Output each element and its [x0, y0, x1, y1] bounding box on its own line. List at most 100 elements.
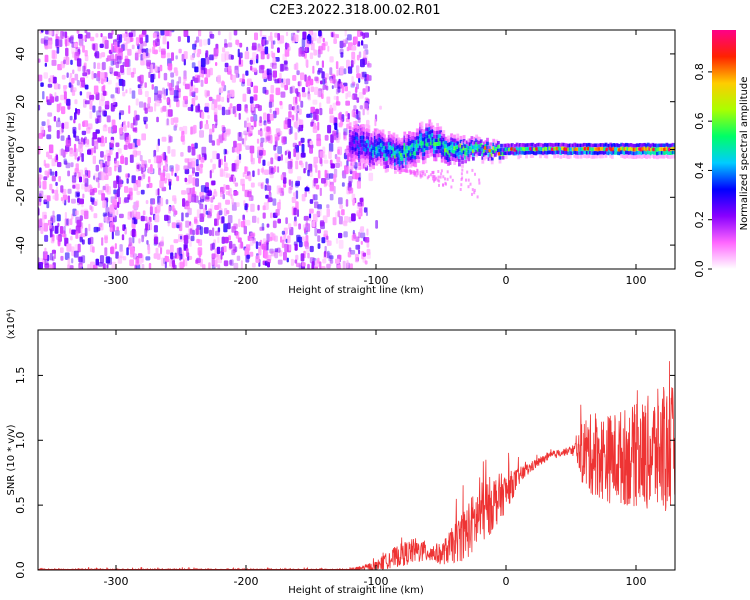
spectrogram-noise-cell	[230, 194, 233, 199]
spectrogram-ridge-cell	[381, 140, 385, 145]
spectrogram-noise-cell	[191, 146, 196, 156]
spectrogram-ridge-cell	[584, 150, 588, 155]
spectrogram-noise-cell	[216, 153, 220, 160]
spectrogram-ridge-cell	[372, 154, 375, 158]
spectrogram-noise-cell	[122, 199, 127, 204]
spectrogram-ridge-cell	[454, 146, 458, 151]
spectrogram-noise-cell	[252, 215, 257, 223]
spectrogram-ridge-cell	[426, 146, 430, 151]
spectrogram-noise-cell	[283, 251, 287, 261]
snr-y-multiplier: (x10⁴)	[6, 309, 17, 340]
spectrogram-ridge-cell	[351, 142, 355, 147]
spectrogram-noise-cell	[125, 89, 128, 94]
spectrogram-ridge-cell	[600, 143, 603, 147]
spectrogram-noise-cell	[106, 186, 111, 195]
spectrogram-noise-cell	[166, 166, 169, 173]
spectrogram-ridge-cell	[639, 154, 642, 159]
spectrogram-ridge-cell	[609, 154, 613, 158]
spectrogram-ridge-cell	[386, 156, 389, 161]
spectrogram-noise-cell	[176, 219, 181, 225]
spectrogram-ridge-cell	[631, 143, 634, 148]
spectrogram-noise-cell	[305, 80, 311, 87]
spectrogram-ridge-cell	[408, 154, 411, 158]
spectrogram-ridge-cell	[489, 153, 492, 158]
spectrogram-ridge-cell	[425, 146, 428, 150]
spectrogram-noise-cell	[288, 111, 292, 118]
spectrogram-ridge-cell	[390, 165, 394, 170]
spectrogram-noise-cell	[266, 68, 270, 76]
spectrogram-noise-cell	[72, 69, 75, 75]
spectrogram-ridge-cell	[403, 150, 407, 155]
spectrogram-noise-cell	[97, 115, 100, 124]
spectrogram-noise-cell	[141, 48, 147, 54]
spectrogram-noise-cell	[416, 168, 419, 172]
spectrogram-noise-cell	[270, 157, 274, 165]
spectrogram-noise-cell	[321, 237, 326, 244]
spectrogram-ridge-cell	[406, 134, 410, 138]
spectrogram-noise-cell	[245, 70, 249, 76]
spectrogram-ridge-cell	[624, 142, 628, 147]
spectrogram-noise-cell	[236, 103, 242, 111]
spectrogram-ridge-cell	[350, 139, 354, 143]
spectrogram-ridge-cell	[520, 151, 524, 155]
spectrogram-noise-cell	[339, 161, 343, 167]
spectrogram-ridge-cell	[472, 157, 475, 161]
spectrogram-noise-cell	[199, 130, 204, 138]
spectrogram-noise-cell	[319, 157, 323, 164]
spectrogram-noise-cell	[172, 195, 177, 202]
spectrogram-noise-cell	[309, 52, 314, 60]
spectrogram-ridge-cell	[397, 145, 400, 149]
spectrogram-ridge-cell	[495, 147, 499, 151]
spectrogram-noise-cell	[89, 184, 92, 189]
snr-x-tick-label: 100	[626, 575, 647, 588]
spectrogram-noise-cell	[345, 37, 349, 44]
spectrogram-noise-cell	[238, 218, 241, 228]
spectrogram-ridge-cell	[417, 136, 421, 140]
spectrogram-ridge-cell	[358, 158, 361, 163]
spectrogram-noise-cell	[211, 98, 215, 104]
spectrogram-noise-cell	[84, 50, 88, 57]
spectrogram-noise-cell	[227, 215, 233, 224]
spectrogram-noise-cell	[332, 130, 337, 136]
spectrogram-ridge-cell	[592, 147, 595, 151]
spectrogram-noise-cell	[165, 88, 168, 96]
spectrogram-noise-cell	[422, 172, 424, 176]
spectrogram-ridge-cell	[523, 147, 527, 152]
spectrogram-ridge-cell	[550, 143, 553, 147]
spectrogram-ridge-cell	[640, 151, 644, 156]
spectrogram-ridge-cell	[444, 152, 447, 156]
spectrogram-noise-cell	[73, 143, 77, 153]
spectrogram-noise-cell	[242, 183, 245, 192]
spectrogram-noise-cell	[153, 149, 157, 158]
spectrogram-noise-cell	[140, 60, 145, 66]
spectrogram-noise-cell	[442, 183, 445, 187]
spectrogram-noise-cell	[145, 52, 150, 58]
spectrogram-ridge-cell	[497, 148, 500, 153]
spectrogram-ridge-cell	[387, 146, 391, 150]
spectrogram-noise-cell	[121, 33, 125, 38]
spectrogram-noise-cell	[165, 173, 171, 181]
spectrogram-ridge-cell	[518, 150, 522, 155]
spectrogram-noise-cell	[223, 223, 228, 233]
spectrogram-ridge-cell	[464, 152, 467, 156]
spectrogram-noise-cell	[319, 220, 325, 227]
spectrogram-noise-cell	[346, 123, 350, 129]
spectrogram-noise-cell	[178, 76, 182, 84]
spectrogram-noise-cell	[159, 64, 163, 72]
spectrogram-ridge-cell	[593, 154, 597, 159]
spectrogram-ridge-cell	[394, 154, 397, 159]
spectrogram-noise-cell	[107, 55, 111, 62]
spectrogram-ridge-cell	[542, 147, 545, 152]
spectrogram-noise-cell	[275, 209, 280, 216]
spectrogram-noise-cell	[214, 259, 218, 268]
spectrogram-noise-cell	[42, 180, 47, 190]
spectrogram-ridge-cell	[351, 138, 355, 143]
spectrogram-noise-cell	[153, 253, 158, 259]
spectrogram-ridge-cell	[406, 156, 410, 161]
spectrogram-noise-cell	[309, 140, 313, 146]
spectrogram-noise-cell	[154, 214, 160, 223]
spectrogram-noise-cell	[122, 256, 127, 261]
spectrogram-ridge-cell	[522, 146, 525, 151]
spectrogram-ridge-cell	[439, 141, 443, 146]
spectrogram-noise-cell	[111, 43, 114, 53]
